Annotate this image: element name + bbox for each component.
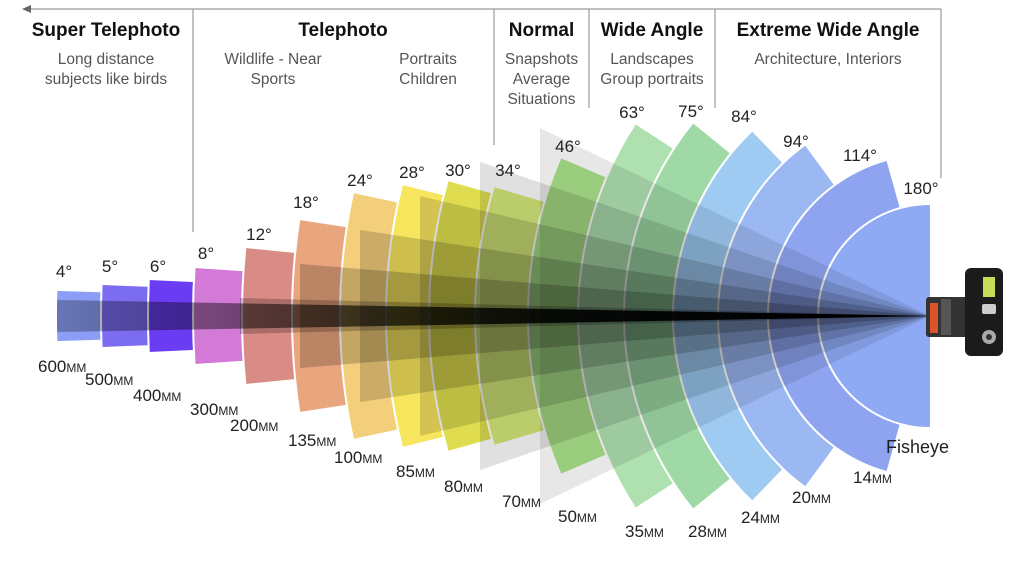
angle-label: 94° bbox=[783, 132, 809, 151]
category-description-left: Wildlife - Near Sports bbox=[224, 51, 322, 88]
arrow-left-icon bbox=[22, 5, 31, 13]
dark-band bbox=[480, 162, 930, 470]
focal-length-label: 200MM bbox=[230, 416, 278, 435]
dark-band bbox=[540, 128, 930, 504]
category-telephoto: Telephoto Wildlife - Near Sports Portrai… bbox=[193, 20, 493, 88]
category-title: Wide Angle bbox=[600, 20, 704, 41]
category-title: Normal bbox=[508, 20, 575, 41]
category-description: Landscapes Group portraits bbox=[600, 51, 704, 88]
focal-length-label: 300MM bbox=[190, 400, 238, 419]
category-description: Long distance subjects like birds bbox=[44, 51, 168, 88]
dark-band bbox=[300, 264, 930, 368]
dark-band bbox=[420, 196, 930, 436]
focal-length-label: 14MM bbox=[853, 468, 892, 487]
angle-label: 6° bbox=[150, 257, 166, 276]
focal-length-label: 80MM bbox=[444, 477, 483, 496]
angle-label: 18° bbox=[293, 193, 319, 212]
category-super-telephoto: Super Telephoto Long distance subjects l… bbox=[28, 20, 184, 90]
focal-length-label: 600MM bbox=[38, 357, 86, 376]
angle-label: 63° bbox=[619, 103, 645, 122]
category-title: Extreme Wide Angle bbox=[736, 20, 920, 41]
focal-length-label: 28MM bbox=[688, 522, 727, 541]
category-extreme-wide-angle: Extreme Wide Angle Architecture, Interio… bbox=[715, 20, 941, 70]
angle-label: 34° bbox=[495, 161, 521, 180]
dark-core bbox=[57, 300, 930, 332]
focal-length-label: 100MM bbox=[334, 448, 382, 467]
angle-label: 28° bbox=[399, 163, 425, 182]
camera-icon bbox=[926, 268, 1003, 356]
dark-convergence-overlay bbox=[57, 128, 930, 504]
focal-length-label: 400MM bbox=[133, 386, 181, 405]
category-brackets bbox=[30, 8, 942, 232]
category-wide-angle: Wide Angle Landscapes Group portraits bbox=[589, 20, 715, 90]
category-normal: Normal Snapshots Average Situations bbox=[494, 20, 589, 110]
focal-length-label: 500MM bbox=[85, 370, 133, 389]
dark-band bbox=[360, 230, 930, 402]
category-description: Snapshots Average Situations bbox=[504, 51, 579, 108]
angle-label: 46° bbox=[555, 137, 581, 156]
dark-band bbox=[240, 298, 930, 334]
angle-labels: 4° 5° 6° 8° 12° 18° 24° 28° 30° 34° 46° 63° 75° 84° 94… bbox=[56, 102, 939, 281]
focal-length-label: 85MM bbox=[396, 462, 435, 481]
fisheye-label: Fisheye bbox=[886, 437, 950, 457]
focal-length-label: 135MM bbox=[288, 431, 336, 450]
angle-label: 75° bbox=[678, 102, 704, 121]
focal-length-label: 70MM bbox=[502, 492, 541, 511]
category-title: Super Telephoto bbox=[31, 20, 181, 41]
focal-length-label: 20MM bbox=[792, 488, 831, 507]
focal-length-label: 35MM bbox=[625, 522, 664, 541]
angle-label: 114° bbox=[843, 146, 877, 165]
focal-length-label: 24MM bbox=[741, 508, 780, 527]
angle-label: 30° bbox=[445, 161, 471, 180]
angle-label: 8° bbox=[198, 244, 214, 263]
angle-label: 5° bbox=[102, 257, 118, 276]
category-description: Architecture, Interiors bbox=[754, 51, 902, 68]
category-description-right: Portraits Children bbox=[399, 51, 457, 88]
focal-length-label: 50MM bbox=[558, 507, 597, 526]
angle-label: 4° bbox=[56, 262, 72, 281]
angle-label: 12° bbox=[246, 225, 272, 244]
angle-label: 84° bbox=[731, 107, 757, 126]
angle-label: 180° bbox=[903, 179, 938, 198]
angle-label: 24° bbox=[347, 171, 373, 190]
category-title: Telephoto bbox=[298, 20, 388, 41]
